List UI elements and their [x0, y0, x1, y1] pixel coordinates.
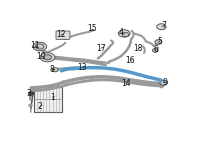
Text: 3: 3: [26, 89, 31, 98]
Ellipse shape: [152, 49, 158, 52]
Text: 7: 7: [161, 21, 166, 30]
Text: 5: 5: [157, 37, 162, 46]
Text: 16: 16: [126, 56, 135, 65]
Ellipse shape: [155, 40, 162, 44]
Ellipse shape: [33, 42, 47, 51]
Ellipse shape: [36, 44, 44, 49]
Ellipse shape: [118, 30, 130, 37]
Ellipse shape: [28, 92, 33, 95]
Bar: [34, 87, 62, 112]
Ellipse shape: [123, 33, 129, 37]
Text: 2: 2: [37, 102, 42, 111]
Text: 14: 14: [121, 79, 131, 88]
Ellipse shape: [43, 55, 52, 60]
Text: 15: 15: [87, 24, 96, 34]
Text: 18: 18: [133, 44, 143, 53]
Text: 13: 13: [78, 63, 87, 72]
Text: 11: 11: [30, 41, 40, 50]
Ellipse shape: [160, 80, 168, 85]
Ellipse shape: [157, 24, 166, 30]
Text: 10: 10: [36, 52, 46, 61]
Text: 12: 12: [57, 30, 66, 39]
Text: 6: 6: [154, 45, 158, 54]
Text: 1: 1: [50, 93, 54, 102]
Text: 4: 4: [119, 28, 124, 37]
Ellipse shape: [52, 68, 58, 72]
Text: 8: 8: [50, 65, 54, 74]
Ellipse shape: [40, 53, 55, 62]
Text: 9: 9: [162, 78, 167, 87]
FancyBboxPatch shape: [56, 31, 70, 39]
Text: 17: 17: [96, 44, 106, 53]
